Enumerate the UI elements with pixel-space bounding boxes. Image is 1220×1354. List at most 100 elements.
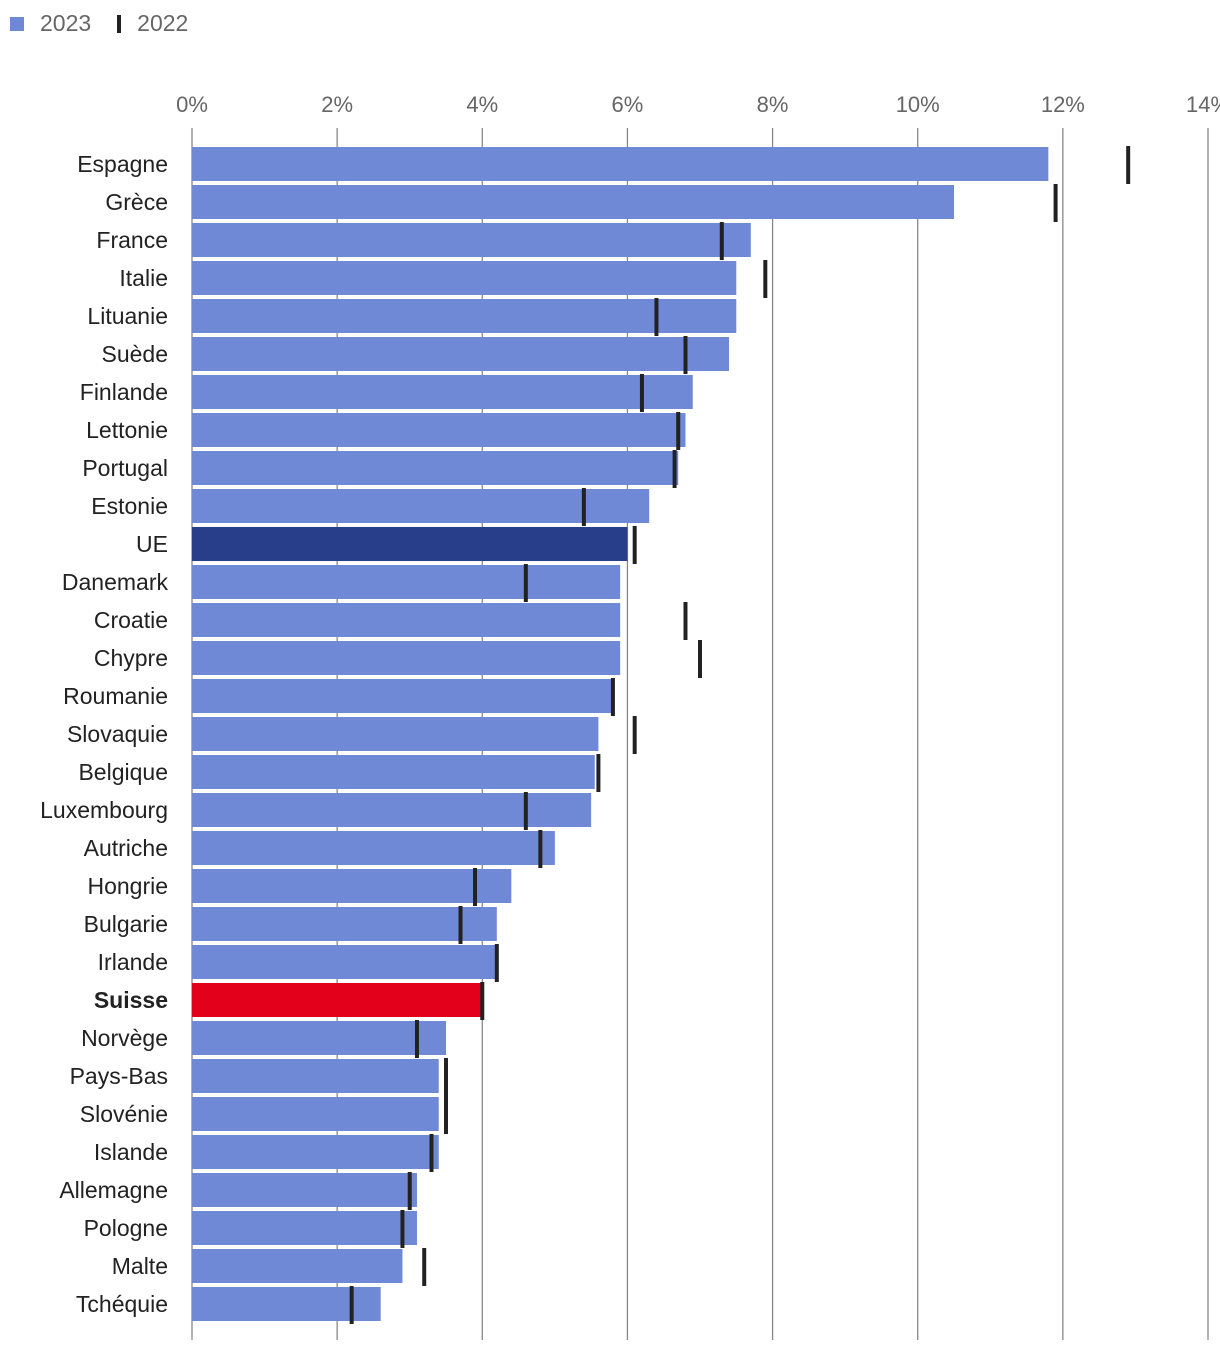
marker-2022-slovaquie[interactable] [632,716,637,754]
marker-2022-malte[interactable] [422,1248,427,1286]
marker-2022-norvege[interactable] [414,1020,419,1058]
marker-2022-croatie[interactable] [683,602,688,640]
bar-2023-france[interactable] [192,223,751,257]
marker-2022-pays-bas[interactable] [444,1058,448,1096]
bar-2023-espagne[interactable] [192,147,1049,181]
legend-item-2023[interactable]: 2023 [10,10,91,37]
marker-2022-estonie[interactable] [581,488,586,526]
bar-2023-croatie[interactable] [192,603,621,637]
category-label-finlande: Finlande [80,379,168,405]
bar-2023-grece[interactable] [192,185,954,219]
marker-2022-grece[interactable] [1053,184,1058,222]
marker-2022-ue[interactable] [632,526,637,564]
x-tick-label: 8% [757,92,789,117]
category-label-malte: Malte [112,1253,168,1279]
category-label-danemark: Danemark [62,569,169,595]
bar-2023-hongrie[interactable] [192,869,512,903]
category-label-irlande: Irlande [98,949,168,975]
category-label-luxembourg: Luxembourg [40,797,168,823]
bar-2023-chypre[interactable] [192,641,621,675]
marker-2022-belgique[interactable] [596,754,601,792]
bar-2023-lettonie[interactable] [192,413,686,447]
bar-2023-portugal[interactable] [192,451,679,485]
bar-2023-slovaquie[interactable] [192,717,599,751]
bar-2023-italie[interactable] [192,261,737,295]
category-label-estonie: Estonie [91,493,168,519]
bar-2023-islande[interactable] [192,1135,439,1169]
marker-2022-finlande[interactable] [639,374,644,412]
marker-2022-chypre[interactable] [698,640,702,678]
category-label-grece: Grèce [105,189,168,215]
legend: 2023 2022 [10,10,214,37]
marker-2022-italie[interactable] [763,260,768,298]
marker-2022-islande[interactable] [429,1134,434,1172]
category-label-slovenie: Slovénie [80,1101,168,1127]
marker-2022-bulgarie[interactable] [458,906,463,944]
bar-2023-roumanie[interactable] [192,679,613,713]
bar-2023-lituanie[interactable] [192,299,737,333]
marker-2022-luxembourg[interactable] [523,792,528,830]
marker-2022-lituanie[interactable] [654,298,659,336]
bar-2023-belgique[interactable] [192,755,595,789]
marker-2022-suede[interactable] [683,336,688,374]
marker-2022-portugal[interactable] [672,450,677,488]
legend-label-2022: 2022 [137,10,189,36]
bar-2023-irlande[interactable] [192,945,497,979]
bar-2023-suede[interactable] [192,337,730,371]
marker-2022-hongrie[interactable] [473,868,478,906]
marker-2022-danemark[interactable] [523,564,528,602]
legend-swatch-2022 [117,14,122,33]
marker-2022-slovenie[interactable] [444,1096,448,1134]
x-tick-label: 0% [176,92,208,117]
marker-2022-allemagne[interactable] [407,1172,412,1210]
x-tick-label: 2% [321,92,353,117]
x-tick-label: 12% [1041,92,1085,117]
x-tick-label: 6% [612,92,644,117]
marker-2022-irlande[interactable] [494,944,499,982]
marker-2022-france[interactable] [719,222,724,260]
marker-2022-tchequie[interactable] [349,1286,354,1324]
category-label-portugal: Portugal [82,455,168,481]
marker-2022-pologne[interactable] [400,1210,405,1248]
category-label-norvege: Norvège [81,1025,168,1051]
bar-2023-danemark[interactable] [192,565,621,599]
category-label-allemagne: Allemagne [59,1177,168,1203]
category-label-suisse: Suisse [94,987,168,1013]
bar-2023-luxembourg[interactable] [192,793,592,827]
bar-2023-autriche[interactable] [192,831,555,865]
marker-2022-roumanie[interactable] [610,678,615,716]
bar-2023-bulgarie[interactable] [192,907,497,941]
bar-2023-ue[interactable] [192,527,628,561]
category-label-tchequie: Tchéquie [76,1291,168,1317]
legend-item-2022[interactable]: 2022 [117,10,188,37]
bar-2023-estonie[interactable] [192,489,650,523]
marker-2022-autriche[interactable] [538,830,543,868]
category-label-hongrie: Hongrie [87,873,168,899]
bar-2023-norvege[interactable] [192,1021,446,1055]
bar-2023-pays-bas[interactable] [192,1059,439,1093]
bar-2023-pologne[interactable] [192,1211,417,1245]
bar-2023-slovenie[interactable] [192,1097,439,1131]
bar-2023-tchequie[interactable] [192,1287,381,1321]
category-label-croatie: Croatie [94,607,168,633]
category-label-slovaquie: Slovaquie [67,721,168,747]
x-tick-label: 4% [466,92,498,117]
x-tick-label: 10% [896,92,940,117]
category-label-france: France [96,227,168,253]
category-label-islande: Islande [94,1139,168,1165]
bar-2023-malte[interactable] [192,1249,403,1283]
category-label-espagne: Espagne [77,151,168,177]
category-label-pologne: Pologne [84,1215,168,1241]
bar-2023-suisse[interactable] [192,983,483,1017]
category-label-italie: Italie [119,265,168,291]
marker-2022-suisse[interactable] [480,982,485,1020]
category-label-chypre: Chypre [94,645,168,671]
marker-2022-espagne[interactable] [1126,146,1131,184]
bar-2023-allemagne[interactable] [192,1173,417,1207]
marker-2022-lettonie[interactable] [676,412,681,450]
bar-2023-finlande[interactable] [192,375,693,409]
legend-swatch-2023 [10,16,24,31]
x-tick-label: 14% [1186,92,1220,117]
category-label-ue: UE [136,531,168,557]
